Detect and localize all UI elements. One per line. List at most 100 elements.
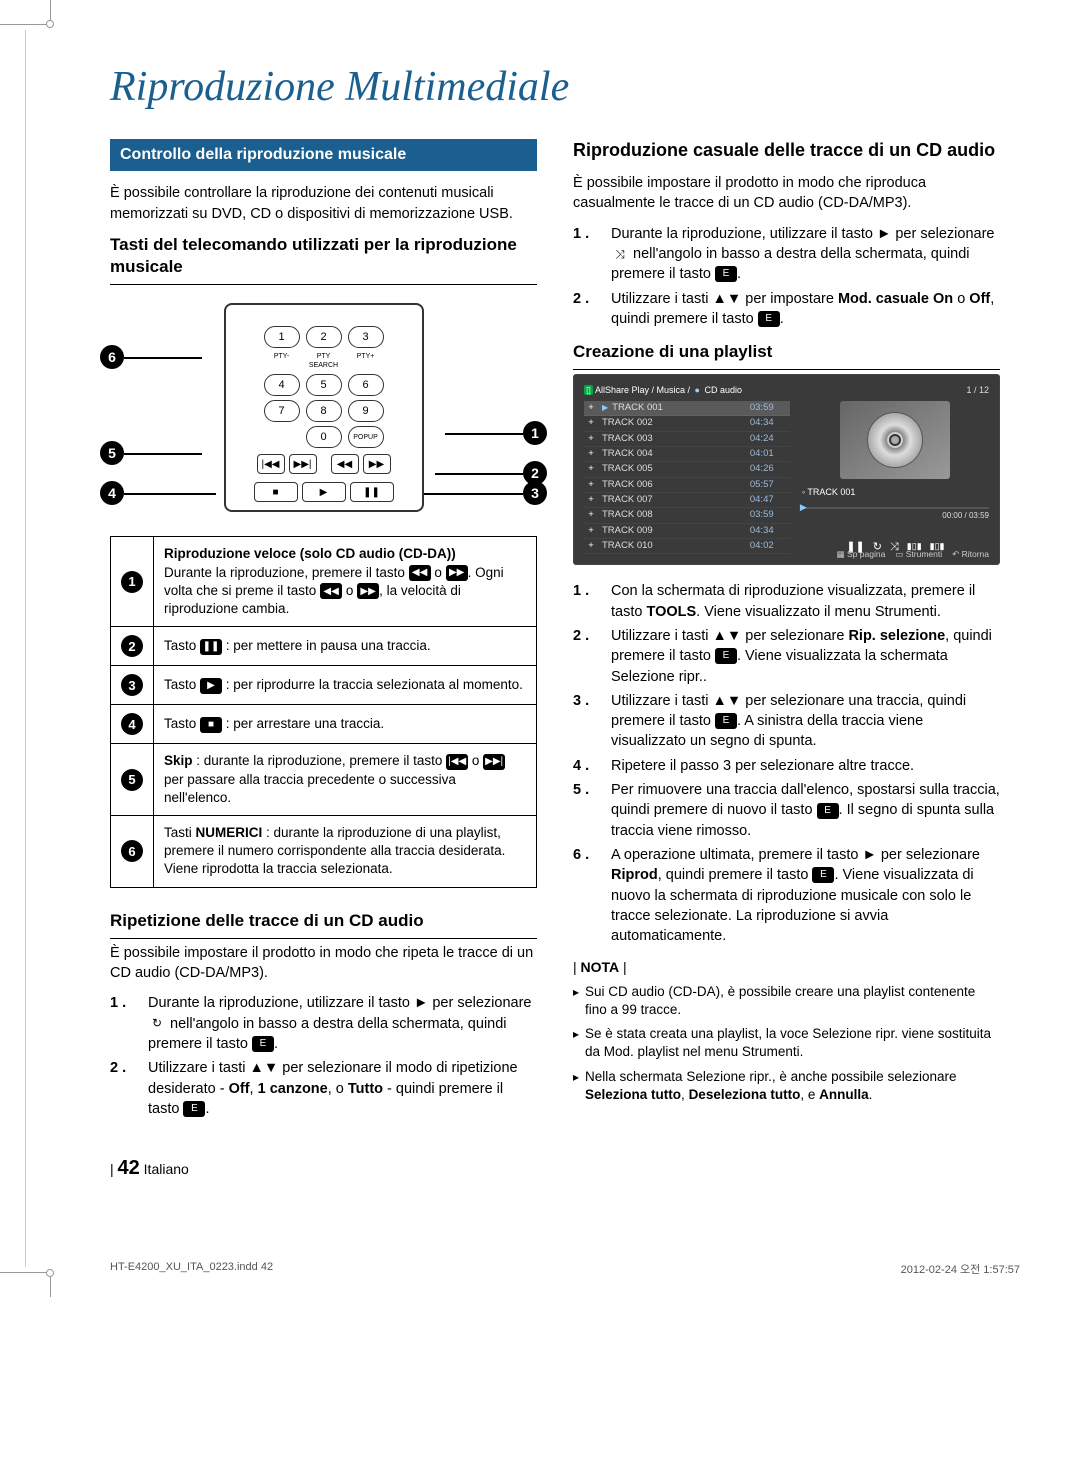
fast-forward-button[interactable]: ▶▶ (363, 454, 391, 474)
left-column: Controllo della riproduzione musicale È … (110, 139, 537, 1132)
add-track-icon[interactable]: + (584, 494, 598, 506)
list-item: 5 .Per rimuovere una traccia dall'elenco… (573, 780, 1000, 841)
track-name: TRACK 010 (602, 540, 746, 552)
allshare-breadcrumb: ▯ AllShare Play / Musica / ● CD audio (584, 385, 742, 397)
add-track-icon[interactable]: + (584, 540, 598, 552)
row-desc: Tasto ■ : per arrestare una traccia. (154, 705, 537, 744)
screenshot-footer: ▦ Sp pagina ▭ Strumenti ↶ Ritorna (837, 549, 989, 560)
num-9[interactable]: 9 (348, 400, 384, 422)
right-column: Riproduzione casuale delle tracce di un … (573, 139, 1000, 1132)
file-name: HT-E4200_XU_ITA_0223.indd 42 (110, 1261, 273, 1277)
add-track-icon[interactable]: + (584, 525, 598, 537)
track-row[interactable]: + TRACK 005 04:26 (584, 462, 790, 477)
page-title: Riproduzione Multimediale (110, 60, 1000, 115)
track-time: 03:59 (750, 509, 790, 521)
track-list: +▶TRACK 00103:59+TRACK 00204:34+TRACK 00… (584, 401, 790, 554)
skip-prev-button[interactable]: |◀◀ (257, 454, 285, 474)
track-time: 04:01 (750, 448, 790, 460)
row-desc: Skip : durante la riproduzione, premere … (154, 744, 537, 816)
list-item: Sui CD audio (CD-DA), è possibile creare… (573, 983, 1000, 1019)
row-badge: 3 (121, 674, 143, 696)
add-track-icon[interactable]: + (584, 417, 598, 429)
track-row[interactable]: + TRACK 002 04:34 (584, 416, 790, 431)
num-0[interactable]: 0 (306, 426, 342, 448)
row-badge: 6 (121, 840, 143, 862)
add-track-icon[interactable]: + (584, 509, 598, 521)
shuffle-heading: Riproduzione casuale delle tracce di un … (573, 139, 1000, 162)
remote-top-labels (234, 313, 414, 322)
track-row[interactable]: + TRACK 003 04:24 (584, 432, 790, 447)
add-track-icon[interactable]: + (584, 463, 598, 475)
track-row[interactable]: + TRACK 008 03:59 (584, 508, 790, 523)
time-elapsed: 00:00 / 03:59 (942, 511, 989, 521)
print-footer: HT-E4200_XU_ITA_0223.indd 42 2012-02-24 … (0, 1261, 1080, 1297)
table-row: 1Riproduzione veloce (solo CD audio (CD-… (111, 537, 537, 627)
row-desc: Tasti NUMERICI : durante la riproduzione… (154, 815, 537, 887)
callout-4: 4 (100, 481, 124, 505)
remote-heading: Tasti del telecomando utilizzati per la … (110, 234, 537, 285)
add-track-icon[interactable]: + (584, 433, 598, 445)
table-row: 4Tasto ■ : per arrestare una traccia. (111, 705, 537, 744)
list-item: 1 .Durante la riproduzione, utilizzare i… (110, 993, 537, 1054)
num-8[interactable]: 8 (306, 400, 342, 422)
repeat-steps: 1 .Durante la riproduzione, utilizzare i… (110, 993, 537, 1119)
stop-button[interactable]: ■ (254, 482, 298, 502)
shuffle-steps: 1 .Durante la riproduzione, utilizzare i… (573, 224, 1000, 329)
track-row[interactable]: + TRACK 004 04:01 (584, 447, 790, 462)
pty-minus-label: PTY- (262, 352, 302, 370)
num-4[interactable]: 4 (264, 374, 300, 396)
track-row[interactable]: +TRACK 00605:57 (584, 478, 790, 493)
track-time: 04:02 (750, 540, 790, 552)
section-header-control: Controllo della riproduzione musicale (110, 139, 537, 172)
num-2[interactable]: 2 (306, 326, 342, 348)
playlist-screenshot: ▯ AllShare Play / Musica / ● CD audio + ▶… (573, 374, 1000, 565)
track-time: 04:24 (750, 433, 790, 445)
playlist-heading: Creazione di una playlist (573, 341, 1000, 370)
list-item: Se è stata creata una playlist, la voce … (573, 1025, 1000, 1061)
timestamp: 2012-02-24 오전 1:57:57 (901, 1261, 1020, 1277)
track-time: 04:26 (750, 463, 790, 475)
add-track-icon[interactable]: + (584, 402, 598, 414)
track-row[interactable]: +TRACK 00904:34 (584, 524, 790, 539)
num-1[interactable]: 1 (264, 326, 300, 348)
track-name: TRACK 005 (602, 463, 746, 475)
pause-button[interactable]: ❚❚ (350, 482, 394, 502)
num-6[interactable]: 6 (348, 374, 384, 396)
row-badge: 5 (121, 769, 143, 791)
track-name: TRACK 004 (602, 448, 746, 460)
add-track-icon[interactable]: + (584, 479, 598, 491)
track-time: 03:59 (750, 402, 790, 414)
callout-6: 6 (100, 345, 124, 369)
skip-next-button[interactable]: ▶▶| (289, 454, 317, 474)
track-row[interactable]: +▶TRACK 00103:59 (584, 401, 790, 416)
play-button[interactable]: ▶ (302, 482, 346, 502)
table-row: 5 Skip : durante la riproduzione, premere… (111, 744, 537, 816)
page-number-block: | 42 Italiano (110, 1155, 1000, 1181)
track-counter: 1 / 12 (966, 385, 989, 397)
track-row[interactable]: +TRACK 00704:47 (584, 493, 790, 508)
track-name: TRACK 002 (602, 417, 746, 429)
table-row: 2Tasto ❚❚ : per mettere in pausa una tra… (111, 627, 537, 666)
num-5[interactable]: 5 (306, 374, 342, 396)
rewind-button[interactable]: ◀◀ (331, 454, 359, 474)
popup-button[interactable]: POPUP (348, 426, 384, 448)
callout-5: 5 (100, 441, 124, 465)
add-track-icon[interactable]: + (584, 448, 598, 460)
num-3[interactable]: 3 (348, 326, 384, 348)
track-name: TRACK 008 (602, 509, 746, 521)
track-name: TRACK 003 (602, 433, 746, 445)
track-time: 04:34 (750, 417, 790, 429)
playing-icon: ▶ (602, 403, 608, 413)
callout-3: 3 (523, 481, 547, 505)
track-row[interactable]: + TRACK 010 04:02 (584, 539, 790, 554)
list-item: 4 .Ripetere il passo 3 per selezionare a… (573, 756, 1000, 776)
nota-label: | NOTA | (573, 958, 1000, 976)
track-time: 05:57 (750, 479, 790, 491)
list-item: 3 .Utilizzare i tasti ▲▼ per selezionare… (573, 691, 1000, 752)
row-desc: Riproduzione veloce (solo CD audio (CD-D… (154, 537, 537, 627)
list-item: 1 .Con la schermata di riproduzione visu… (573, 581, 1000, 622)
list-item: 2 .Utilizzare i tasti ▲▼ per impostare M… (573, 289, 1000, 330)
shuffle-intro: È possibile impostare il prodotto in mod… (573, 173, 1000, 214)
num-7[interactable]: 7 (264, 400, 300, 422)
list-item: 1 .Durante la riproduzione, utilizzare i… (573, 224, 1000, 285)
